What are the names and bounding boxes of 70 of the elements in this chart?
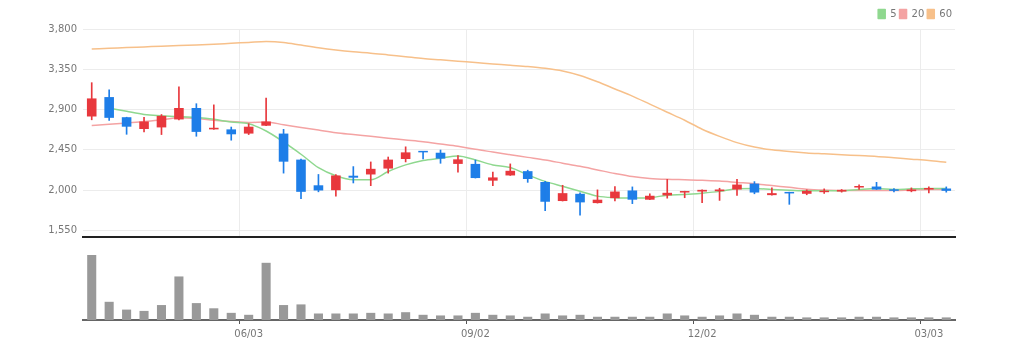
y-tick-label: 2,000 — [48, 183, 77, 195]
bar — [924, 317, 934, 320]
bar — [784, 316, 794, 320]
bar — [575, 314, 585, 320]
candlestick — [889, 188, 899, 193]
bar — [767, 316, 777, 320]
candlestick — [488, 171, 498, 186]
bar — [645, 316, 655, 320]
bar — [279, 305, 289, 320]
bar — [941, 317, 951, 320]
y-tick-label: 1,550 — [48, 223, 77, 235]
bar — [592, 316, 603, 320]
bar — [680, 315, 690, 320]
bar — [226, 312, 236, 320]
bar — [627, 316, 637, 320]
bar — [174, 276, 184, 320]
bar — [453, 315, 463, 320]
bar — [87, 255, 97, 320]
bar — [261, 262, 271, 320]
bar — [732, 313, 742, 320]
bar — [366, 312, 376, 320]
x-tick-label: 06/03 — [234, 327, 264, 339]
bar — [906, 317, 916, 320]
bar — [871, 316, 882, 320]
x-tick-label: 09/02 — [460, 327, 490, 339]
bar — [191, 303, 201, 320]
x-tick-label: 03/03 — [914, 327, 944, 339]
bar — [296, 304, 306, 320]
bar — [558, 315, 568, 320]
bar — [697, 316, 707, 320]
y-tick-label: 2,450 — [48, 143, 77, 155]
x-tick-label: 12/02 — [687, 327, 717, 339]
bar — [331, 313, 341, 320]
bar — [313, 313, 323, 320]
bar — [819, 317, 829, 320]
legend-label: 60 — [939, 7, 953, 19]
candlestick — [697, 189, 707, 204]
candlestick — [679, 190, 690, 199]
bar — [401, 312, 411, 320]
bar — [488, 314, 498, 320]
bar — [244, 314, 254, 320]
bar — [540, 313, 550, 320]
y-tick-label: 3,350 — [48, 62, 77, 74]
bar — [418, 314, 428, 320]
bar — [749, 314, 759, 320]
bar — [156, 305, 167, 320]
bar — [889, 317, 899, 320]
bar — [837, 317, 847, 320]
y-tick-label: 2,900 — [48, 103, 77, 115]
line-series — [90, 40, 948, 164]
bar — [802, 317, 812, 320]
legend-label: 5 — [890, 7, 897, 19]
y-tick-label: 3,800 — [48, 22, 77, 34]
bar — [104, 301, 114, 320]
candlestick — [453, 155, 463, 173]
bar — [610, 316, 620, 320]
candlestick — [854, 184, 864, 190]
bar — [122, 309, 132, 320]
legend-label: 20 — [911, 7, 925, 19]
bar — [715, 315, 725, 320]
bar — [383, 313, 393, 320]
bar — [209, 308, 219, 320]
bar — [662, 313, 672, 320]
bar — [505, 315, 515, 320]
bar — [854, 316, 864, 320]
bar — [435, 315, 446, 320]
bar — [470, 312, 480, 320]
bar — [523, 316, 533, 320]
bar — [139, 310, 149, 320]
bar — [348, 313, 358, 320]
